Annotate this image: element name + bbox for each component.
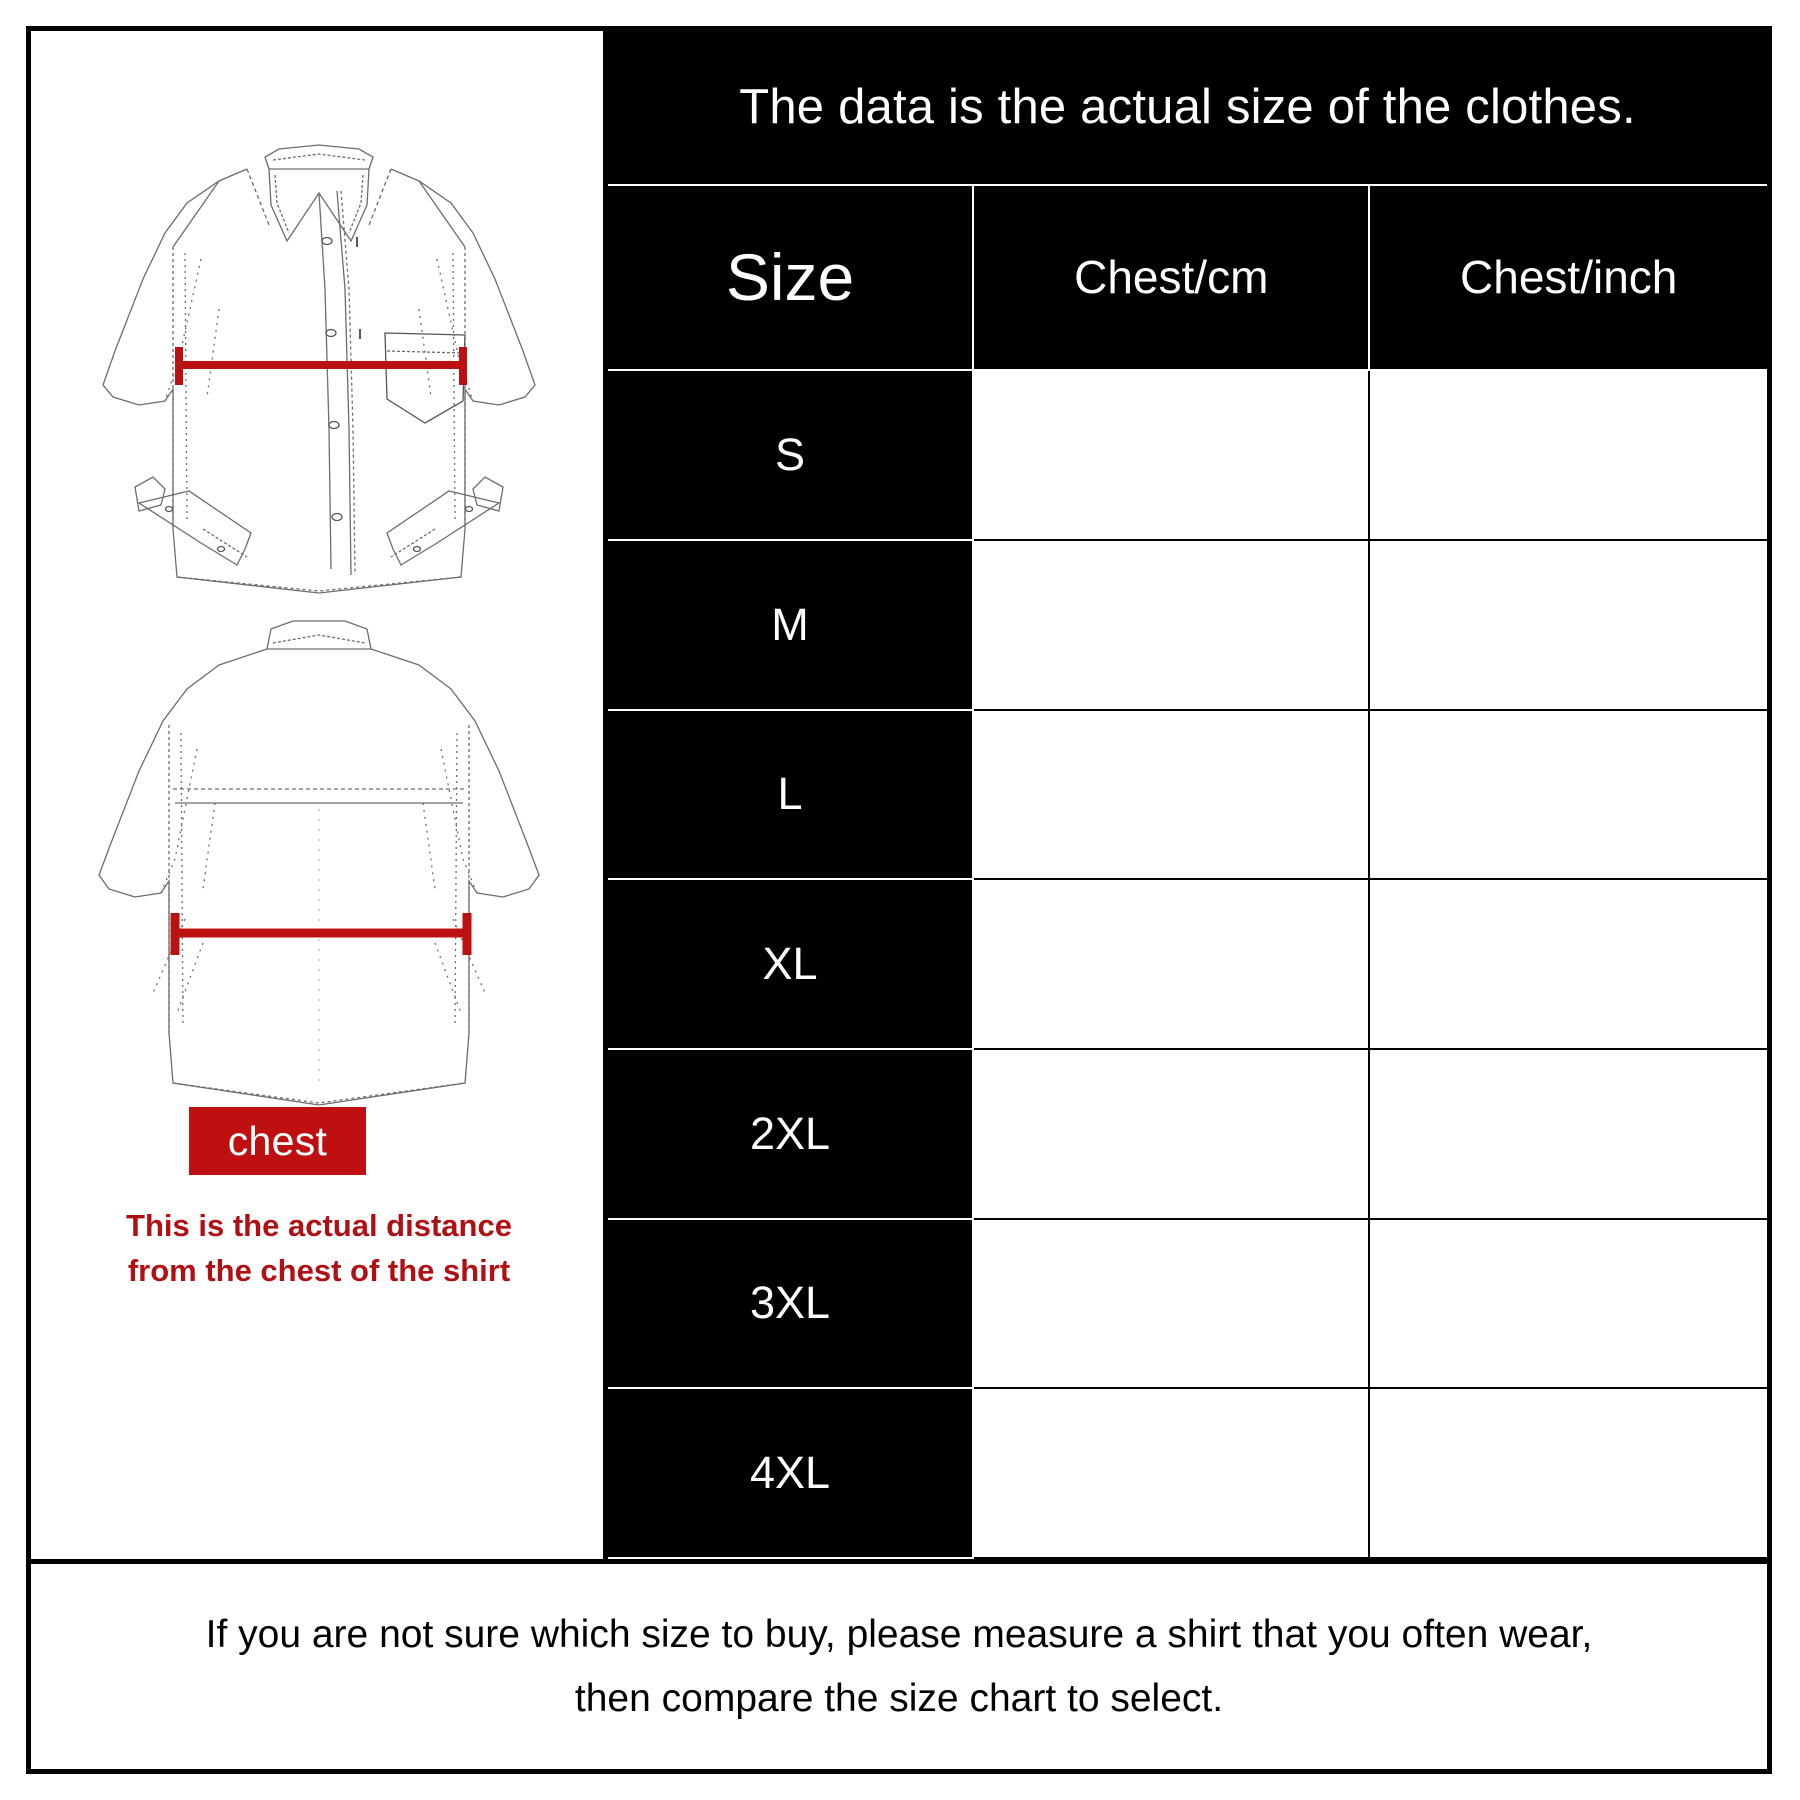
cell-chest-cm: 132 bbox=[972, 878, 1371, 1050]
table-row: S 106 41.8 bbox=[608, 369, 1767, 541]
chest-measure-line-front bbox=[175, 347, 467, 385]
chest-badge-label: chest bbox=[227, 1117, 328, 1164]
chest-note-line-2: from the chest of the shirt bbox=[127, 1253, 511, 1289]
cell-size: M bbox=[608, 538, 975, 711]
cell-chest-inch: 44.9 bbox=[1368, 538, 1767, 711]
shirt-front-technical-drawing bbox=[69, 129, 569, 599]
table-row: XL 132 52.0 bbox=[608, 878, 1767, 1050]
chest-measure-line-back bbox=[170, 913, 472, 955]
column-header-size: Size bbox=[608, 183, 975, 372]
size-table: The data is the actual size of the cloth… bbox=[608, 31, 1767, 1559]
cell-size: 2XL bbox=[608, 1047, 975, 1220]
footer-line-1: If you are not sure which size to buy, p… bbox=[205, 1613, 1593, 1657]
cell-chest-cm: 162 bbox=[972, 1387, 1371, 1559]
footer-note: If you are not sure which size to buy, p… bbox=[31, 1559, 1767, 1769]
cell-chest-cm: 142 bbox=[972, 1047, 1371, 1220]
cell-chest-cm: 122 bbox=[972, 708, 1371, 881]
size-table-container: The data is the actual size of the cloth… bbox=[608, 31, 1767, 1559]
cell-chest-inch: 63.8 bbox=[1368, 1387, 1767, 1559]
table-row: 4XL 162 63.8 bbox=[608, 1387, 1767, 1559]
cell-chest-cm: 106 bbox=[972, 369, 1371, 541]
table-row: 3XL 152 59.9 bbox=[608, 1217, 1767, 1390]
table-caption-row: The data is the actual size of the cloth… bbox=[608, 31, 1767, 186]
cell-chest-cm: 114 bbox=[972, 538, 1371, 711]
table-caption: The data is the actual size of the cloth… bbox=[608, 31, 1767, 186]
shirt-back-technical-drawing bbox=[69, 613, 569, 1113]
cell-chest-cm: 152 bbox=[972, 1217, 1371, 1390]
shirt-back-icon bbox=[98, 620, 540, 1106]
cell-size: XL bbox=[608, 878, 975, 1050]
size-chart-frame: chest This is the actual distance from t… bbox=[26, 26, 1772, 1774]
cell-size: 3XL bbox=[608, 1217, 975, 1390]
table-header-row: Size Chest/cm Chest/inch bbox=[608, 183, 1767, 372]
cell-size: L bbox=[608, 708, 975, 881]
cell-chest-inch: 48.1 bbox=[1368, 708, 1767, 881]
cell-size: 4XL bbox=[608, 1387, 975, 1559]
illustration-panel: chest This is the actual distance from t… bbox=[31, 31, 608, 1559]
cell-chest-inch: 52.0 bbox=[1368, 878, 1767, 1050]
chest-note-line-1: This is the actual distance bbox=[126, 1208, 512, 1243]
chest-measurement-note: This is the actual distance from the che… bbox=[61, 1203, 577, 1294]
column-header-chest-inch: Chest/inch bbox=[1368, 183, 1767, 372]
cell-chest-inch: 56.0 bbox=[1368, 1047, 1767, 1220]
chest-badge: chest bbox=[189, 1107, 366, 1175]
cell-chest-inch: 59.9 bbox=[1368, 1217, 1767, 1390]
table-row: L 122 48.1 bbox=[608, 708, 1767, 881]
shirt-front-icon bbox=[102, 144, 536, 594]
table-row: M 114 44.9 bbox=[608, 538, 1767, 711]
cell-chest-inch: 41.8 bbox=[1368, 369, 1767, 541]
column-header-chest-cm: Chest/cm bbox=[972, 183, 1371, 372]
footer-line-2: then compare the size chart to select. bbox=[574, 1676, 1224, 1720]
chart-upper-region: chest This is the actual distance from t… bbox=[31, 31, 1767, 1559]
table-row: 2XL 142 56.0 bbox=[608, 1047, 1767, 1220]
cell-size: S bbox=[608, 369, 975, 541]
